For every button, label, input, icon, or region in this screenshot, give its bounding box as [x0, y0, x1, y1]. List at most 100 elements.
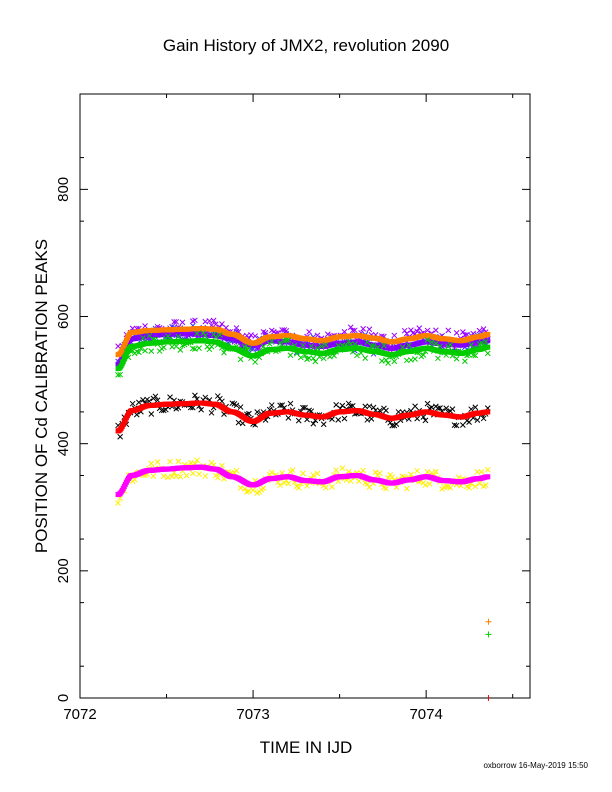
scatter-point	[412, 403, 418, 410]
scatter-point	[194, 457, 200, 464]
scatter-point	[412, 356, 418, 362]
scatter-point	[474, 417, 481, 423]
scatter-point	[408, 471, 414, 478]
scatter-point	[333, 467, 340, 474]
scatter-point	[150, 473, 157, 480]
scatter-point	[437, 405, 443, 411]
scatter-point	[453, 329, 460, 336]
scatter-point	[480, 326, 487, 332]
scatter-point	[196, 345, 202, 352]
trend-point	[485, 338, 491, 344]
scatter-point	[484, 466, 491, 473]
scatter-point	[177, 473, 184, 480]
scatter-point	[135, 349, 142, 356]
scatter-point	[177, 347, 184, 353]
scatter-point	[403, 485, 410, 492]
x-tick-label: 7074	[409, 706, 442, 723]
scatter-point	[459, 329, 466, 335]
scatter-point	[189, 345, 196, 352]
scatter-point	[189, 470, 196, 477]
scatter-point	[300, 404, 306, 411]
scatter-point	[183, 472, 190, 479]
series-3	[115, 392, 491, 440]
scatter-point	[428, 404, 435, 411]
scatter-point	[310, 355, 317, 362]
scatter-point	[129, 400, 136, 407]
trend-point	[485, 474, 491, 480]
y-tick-label: 400	[55, 431, 72, 456]
scatter-point	[389, 474, 396, 480]
scatter-point	[268, 338, 275, 345]
scatter-point	[447, 484, 454, 491]
x-tick-label: 7073	[236, 706, 269, 723]
scatter-point	[399, 344, 406, 351]
scatter-point	[366, 403, 373, 410]
scatter-point	[356, 478, 362, 484]
legend-cross-1	[485, 631, 492, 638]
scatter-point	[233, 325, 240, 331]
scatter-point	[250, 487, 256, 494]
scatter-point	[335, 340, 342, 347]
scatter-point	[216, 332, 223, 338]
scatter-point	[167, 394, 173, 400]
y-axis-label: POSITION OF Cd CALIBRATION PEAKS	[32, 239, 51, 553]
scatter-point	[482, 482, 489, 489]
scatter-point	[148, 460, 155, 467]
scatter-point	[391, 332, 398, 339]
x-axis: 7072 7073 7074	[63, 94, 514, 723]
scatter-point	[221, 349, 227, 356]
scatter-point	[308, 343, 315, 350]
scatter-point	[351, 327, 358, 334]
scatter-point	[401, 327, 408, 334]
scatter-point	[285, 415, 292, 421]
scatter-point	[160, 473, 167, 480]
scatter-point	[192, 317, 198, 324]
scatter-point	[383, 357, 389, 363]
scatter-point	[208, 409, 215, 416]
y-tick-label: 800	[55, 177, 72, 202]
scatter-point	[347, 341, 354, 347]
scatter-point	[414, 328, 421, 335]
scatter-point	[453, 422, 460, 429]
scatter-point	[248, 332, 254, 338]
scatter-point	[295, 417, 302, 424]
scatter-point	[146, 334, 153, 340]
scatter-point	[424, 327, 431, 334]
scatter-point	[432, 340, 439, 347]
scatter-point	[478, 340, 485, 346]
scatter-point	[268, 469, 275, 476]
scatter-point	[335, 417, 342, 423]
scatter-point	[474, 469, 481, 475]
plot-frame	[79, 93, 531, 699]
scatter-point	[329, 484, 335, 490]
scatter-point	[422, 482, 429, 488]
scatter-point	[354, 352, 360, 359]
scatter-point	[268, 402, 275, 408]
scatter-point	[202, 394, 209, 401]
scatter-point	[426, 480, 433, 487]
scatter-point	[378, 358, 385, 364]
legend-markers	[485, 618, 492, 701]
scatter-point	[322, 484, 329, 491]
scatter-point	[277, 340, 283, 346]
scatter-point	[237, 404, 244, 410]
y-tick-label: 200	[55, 558, 72, 583]
scatter-point	[300, 470, 306, 477]
scatter-point	[462, 358, 468, 365]
scatter-point	[356, 338, 362, 344]
scatter-point	[285, 480, 292, 487]
scatter-point	[472, 352, 479, 359]
x-tick-label: 7072	[63, 706, 96, 723]
scatter-point	[445, 327, 452, 334]
scatter-point	[414, 467, 421, 474]
scatter-point	[165, 333, 171, 340]
scatter-point	[324, 331, 331, 338]
scatter-point	[370, 342, 377, 349]
scatter-point	[287, 400, 294, 407]
scatter-point	[300, 342, 306, 349]
scatter-point	[339, 402, 346, 409]
data-series	[115, 317, 491, 506]
y-tick-label: 600	[55, 304, 72, 329]
scatter-point	[192, 392, 198, 399]
scatter-point	[254, 344, 261, 351]
